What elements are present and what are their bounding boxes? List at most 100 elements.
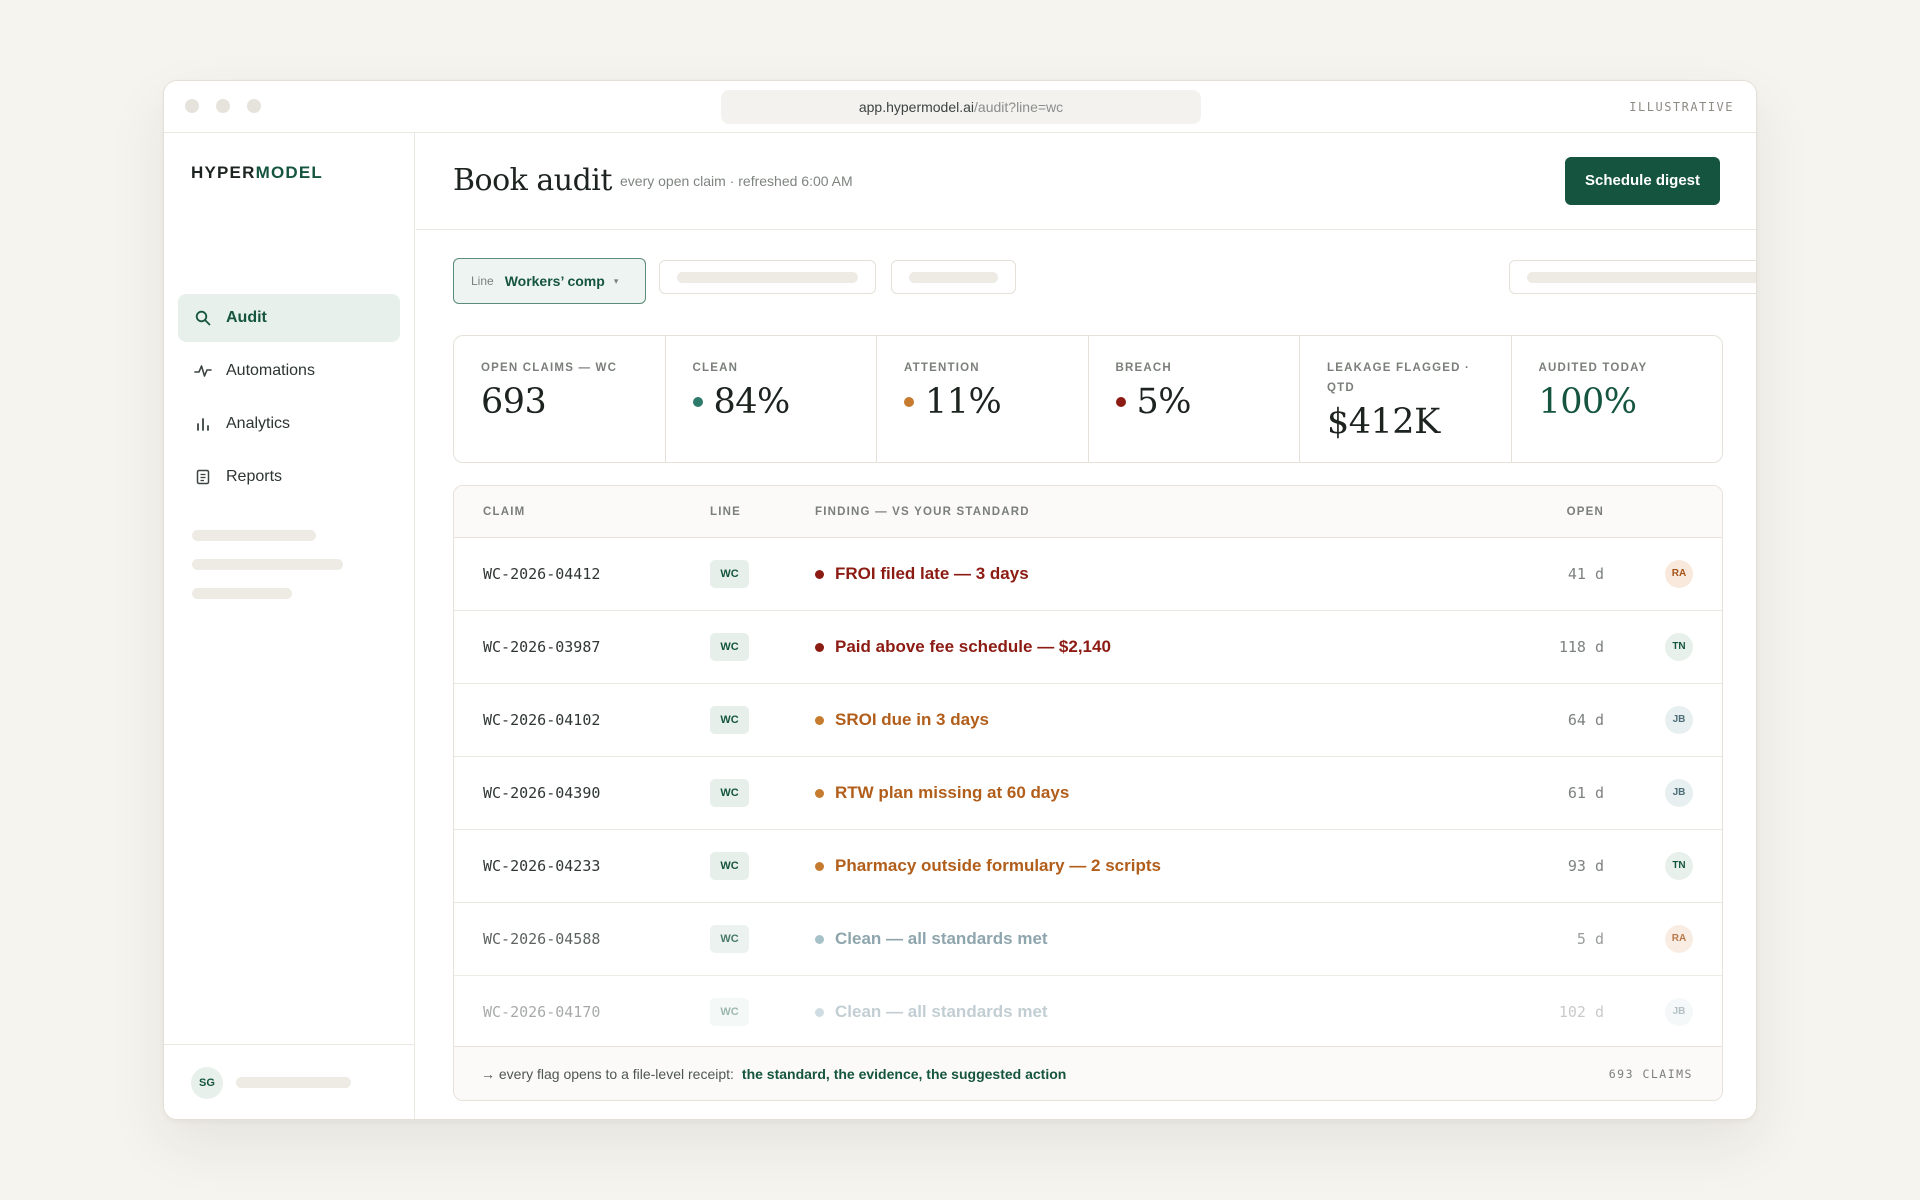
illustrative-badge: ILLUSTRATIVE	[1629, 100, 1734, 114]
activity-icon	[194, 362, 212, 380]
table-row[interactable]: WC-2026-04233 WC Pharmacy outside formular…	[454, 830, 1722, 903]
url-path: /audit?line=wc	[974, 99, 1064, 115]
assignee-avatar[interactable]: RA	[1665, 925, 1693, 953]
status-dot	[904, 397, 914, 407]
line-badge: WC	[710, 560, 749, 588]
assignee-avatar[interactable]: RA	[1665, 560, 1693, 588]
kpi-strip: OPEN CLAIMS — WC 693 CLEAN 84% ATTENTION 11% B…	[453, 335, 1723, 463]
days-open: 118 d	[1558, 638, 1604, 656]
placeholder-search[interactable]	[1509, 260, 1756, 294]
line-badge: WC	[710, 998, 749, 1026]
table-row[interactable]: WC-2026-04390 WC RTW plan missing at 60 da…	[454, 757, 1722, 830]
table-footer: → every flag opens to a file-level recei…	[454, 1046, 1722, 1100]
kpi-value: 693	[481, 382, 639, 422]
sidebar-item-label: Reports	[226, 468, 283, 485]
chevron-down-icon: ▾	[613, 275, 619, 286]
kpi-label: ATTENTION	[904, 362, 980, 374]
schedule-digest-button[interactable]: Schedule digest	[1565, 157, 1720, 205]
column-header-finding[interactable]: FINDING — VS YOUR STANDARD	[815, 506, 1030, 518]
days-open: 102 d	[1558, 1003, 1604, 1021]
skeleton-line	[236, 1077, 351, 1088]
kpi-label: OPEN CLAIMS — WC	[481, 362, 618, 374]
table-row[interactable]: WC-2026-04102 WC SROI due in 3 days 64 d JB	[454, 684, 1722, 757]
sidebar-footer: SG	[164, 1044, 414, 1119]
finding[interactable]: Clean — all standards met	[815, 903, 1048, 975]
severity-dot	[815, 715, 824, 725]
column-header-line[interactable]: LINE	[710, 506, 741, 518]
assignee-avatar[interactable]: TN	[1665, 852, 1693, 880]
table-header: CLAIM LINE FINDING — VS YOUR STANDARD OP…	[454, 486, 1722, 538]
table-row[interactable]: WC-2026-04170 WC Clean — all standards met…	[454, 976, 1722, 1049]
assignee-avatar[interactable]: JB	[1665, 779, 1693, 807]
kpi-value-text: 100%	[1538, 382, 1638, 422]
brand-logo[interactable]: HYPERMODEL	[191, 163, 323, 183]
severity-dot	[815, 861, 824, 871]
assignee-avatar[interactable]: JB	[1665, 706, 1693, 734]
table-row[interactable]: WC-2026-04412 WC FROI filed late — 3 days 4…	[454, 538, 1722, 611]
window-minimize-dot[interactable]	[216, 99, 230, 113]
sidebar-item-automations[interactable]: Automations	[178, 347, 400, 395]
table-row[interactable]: WC-2026-04588 WC Clean — all standards met…	[454, 903, 1722, 976]
days-open: 61 d	[1567, 784, 1604, 802]
bar-chart-icon	[194, 415, 212, 433]
window-close-dot[interactable]	[185, 99, 199, 113]
sidebar-item-analytics[interactable]: Analytics	[178, 400, 400, 448]
finding[interactable]: SROI due in 3 days	[815, 684, 989, 756]
finding[interactable]: Clean — all standards met	[815, 976, 1048, 1048]
claim-id[interactable]: WC-2026-03987	[483, 638, 601, 656]
skeleton-line	[192, 559, 343, 570]
claim-id[interactable]: WC-2026-04102	[483, 711, 601, 729]
assignee-avatar[interactable]: JB	[1665, 998, 1693, 1026]
finding[interactable]: FROI filed late — 3 days	[815, 538, 1029, 610]
finding[interactable]: Paid above fee schedule — $2,140	[815, 611, 1111, 683]
finding-text: Clean — all standards met	[835, 929, 1048, 948]
kpi-label: LEAKAGE FLAGGED · QTD	[1327, 362, 1471, 394]
kpi-value: 5%	[1115, 382, 1274, 422]
window-maximize-dot[interactable]	[247, 99, 261, 113]
finding-text: FROI filed late — 3 days	[835, 564, 1029, 583]
claim-id[interactable]: WC-2026-04412	[483, 565, 601, 583]
severity-dot	[815, 1007, 824, 1017]
status-dot	[692, 397, 703, 407]
placeholder-filter[interactable]	[659, 260, 876, 294]
kpi-card: OPEN CLAIMS — WC 693	[454, 336, 666, 462]
footer-note-text: → every flag opens to a file-level recei…	[481, 1066, 734, 1082]
kpi-value-text: 693	[481, 382, 547, 422]
sidebar-item-reports[interactable]: Reports	[178, 453, 400, 501]
finding-text: Pharmacy outside formulary — 2 scripts	[835, 856, 1161, 875]
filter-label: Line	[471, 274, 494, 288]
kpi-value-text: 11%	[925, 382, 1002, 422]
kpi-value: $412K	[1327, 402, 1485, 442]
column-header-claim[interactable]: CLAIM	[483, 506, 526, 518]
claim-id[interactable]: WC-2026-04390	[483, 784, 601, 802]
kpi-value-text: $412K	[1327, 402, 1440, 442]
user-avatar[interactable]: SG	[191, 1067, 223, 1099]
finding[interactable]: Pharmacy outside formulary — 2 scripts	[815, 830, 1161, 902]
line-filter-dropdown[interactable]: Line Workers’ comp ▾	[453, 258, 646, 304]
placeholder-filter[interactable]	[891, 260, 1016, 294]
column-header-open[interactable]: OPEN	[1566, 506, 1604, 518]
kpi-value-text: 5%	[1136, 382, 1192, 422]
line-badge: WC	[710, 852, 749, 880]
sidebar-item-label: Audit	[226, 309, 267, 326]
severity-dot	[815, 642, 824, 652]
line-badge: WC	[710, 706, 749, 734]
skeleton-line	[192, 530, 316, 541]
kpi-label: AUDITED TODAY	[1538, 362, 1648, 374]
page-subtitle: every open claim · refreshed 6:00 AM	[620, 173, 853, 189]
kpi-value: 100%	[1539, 382, 1697, 422]
claim-id[interactable]: WC-2026-04588	[483, 930, 601, 948]
assignee-avatar[interactable]: TN	[1665, 633, 1693, 661]
severity-dot	[815, 569, 824, 579]
claim-id[interactable]: WC-2026-04170	[483, 1003, 601, 1021]
sidebar-item-label: Automations	[226, 362, 315, 379]
brand-text-a: HYPER	[191, 163, 256, 182]
filter-value: Workers’ comp	[504, 273, 605, 289]
claim-id[interactable]: WC-2026-04233	[483, 857, 601, 875]
sidebar-item-audit[interactable]: Audit	[178, 294, 400, 342]
table-row[interactable]: WC-2026-03987 WC Paid above fee schedule —…	[454, 611, 1722, 684]
finding[interactable]: RTW plan missing at 60 days	[815, 757, 1069, 829]
document-icon	[194, 468, 212, 486]
address-bar[interactable]: app.hypermodel.ai/audit?line=wc	[721, 90, 1201, 124]
browser-titlebar: app.hypermodel.ai/audit?line=wc ILLUSTRA…	[164, 81, 1756, 133]
